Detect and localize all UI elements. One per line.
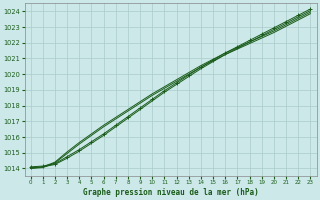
X-axis label: Graphe pression niveau de la mer (hPa): Graphe pression niveau de la mer (hPa) bbox=[83, 188, 258, 197]
